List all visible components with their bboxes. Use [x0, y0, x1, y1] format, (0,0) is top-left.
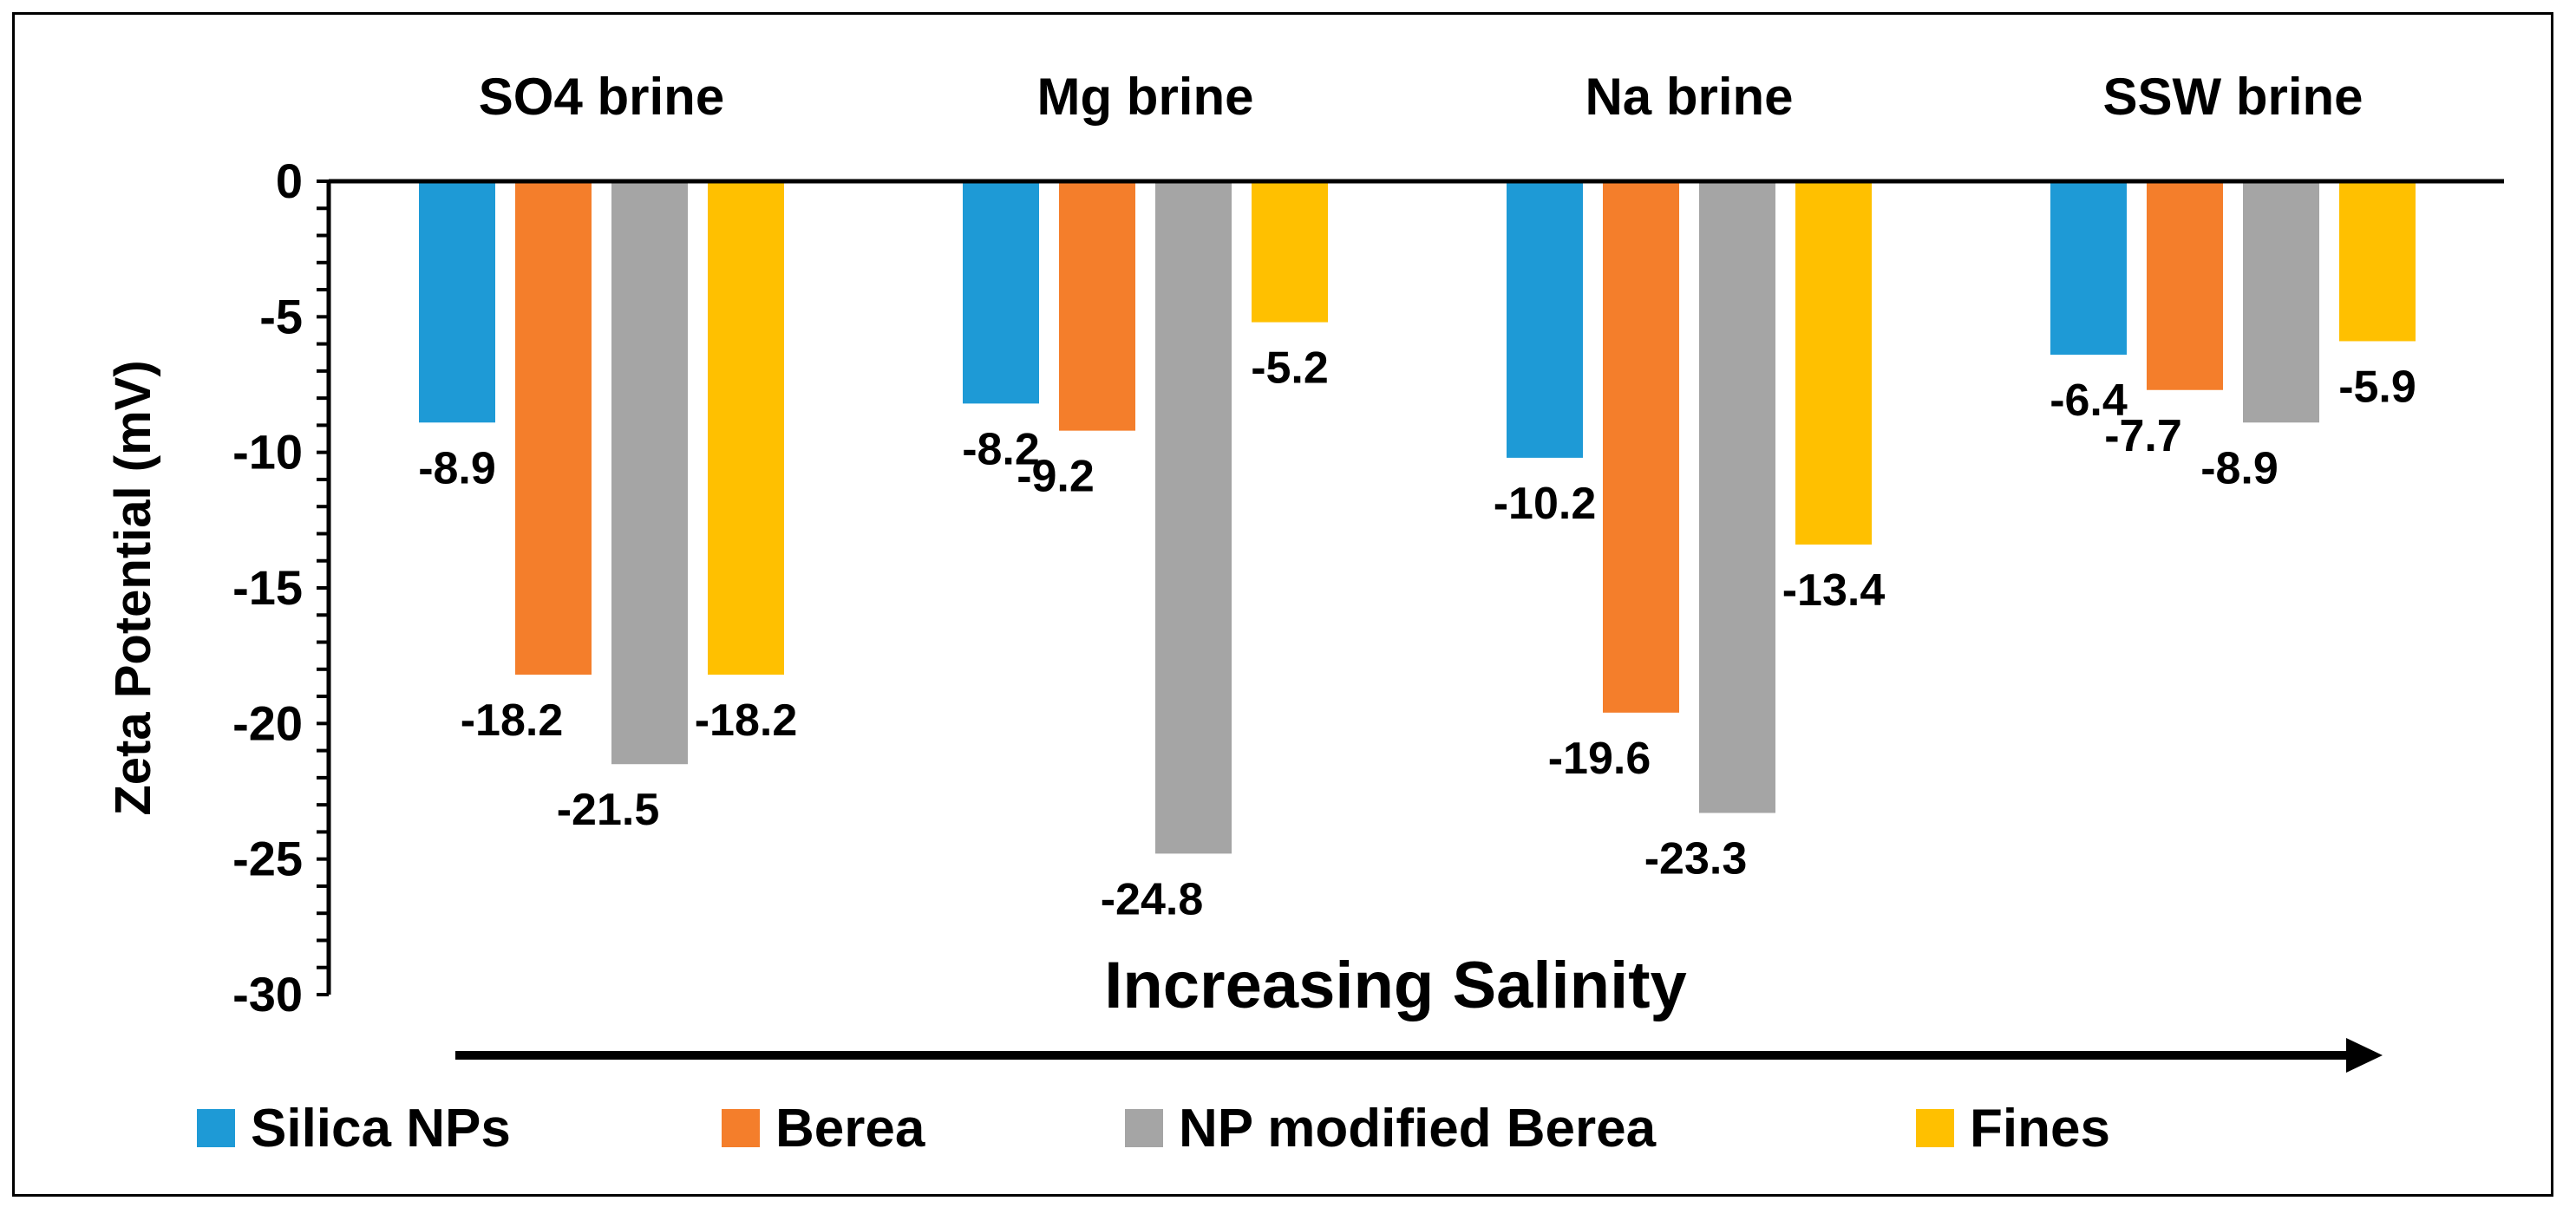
data-label: -24.8 [1101, 874, 1204, 924]
y-tick-label: -10 [232, 425, 303, 480]
legend-swatch [1125, 1109, 1163, 1147]
legend-label: NP modified Berea [1179, 1099, 1657, 1158]
salinity-arrow-head-icon [2346, 1038, 2383, 1073]
data-label: -9.2 [1017, 452, 1095, 502]
bar-np-modified-berea-0 [611, 181, 688, 765]
legend-layer: Silica NPs Berea NP modified Berea Fines [197, 1099, 2110, 1158]
x-axis-title: Increasing Salinity [1104, 949, 1687, 1022]
data-label: -18.2 [461, 695, 564, 746]
zeta-potential-chart: 0 -5 -10 -15 -20 -25 -30 Zeta Potential (mV) SO4… [105, 68, 2504, 1158]
bar-silica-nps-3 [2050, 181, 2127, 356]
data-label: -8.2 [962, 424, 1040, 474]
category-label: SO4 brine [479, 68, 724, 126]
y-tick-label: -25 [232, 832, 303, 886]
data-label: -5.9 [2338, 362, 2416, 412]
y-tick-label: 0 [276, 153, 303, 208]
data-label: -8.9 [418, 443, 496, 493]
legend-label: Silica NPs [251, 1099, 511, 1158]
data-label: -6.4 [2050, 375, 2128, 426]
legend-swatch [1916, 1109, 1954, 1147]
data-label: -13.4 [1782, 565, 1886, 616]
bar-fines-0 [708, 181, 784, 676]
bar-np-modified-berea-2 [1699, 181, 1775, 813]
bar-silica-nps-1 [963, 181, 1039, 404]
data-label: -5.2 [1251, 343, 1329, 394]
bar-fines-3 [2339, 181, 2416, 342]
data-label: -21.5 [557, 785, 660, 835]
bars-layer [419, 181, 2416, 854]
y-tick-label: -15 [232, 560, 303, 615]
data-label: -10.2 [1494, 479, 1597, 529]
chart-frame: 0 -5 -10 -15 -20 -25 -30 Zeta Potential (mV) SO4… [12, 12, 2553, 1197]
bar-berea-3 [2147, 181, 2223, 390]
y-tick-label: -20 [232, 695, 303, 750]
bar-berea-1 [1059, 181, 1135, 431]
bar-silica-nps-2 [1507, 181, 1583, 458]
y-tick-label: -5 [259, 289, 303, 343]
data-label: -8.9 [2200, 443, 2279, 493]
y-tick-label: -30 [232, 967, 303, 1021]
bar-fines-2 [1795, 181, 1872, 545]
bar-np-modified-berea-3 [2243, 181, 2319, 423]
axes-layer: 0 -5 -10 -15 -20 -25 -30 Zeta Potential (mV) SO4… [105, 68, 2504, 1073]
bar-np-modified-berea-1 [1155, 181, 1232, 854]
bar-silica-nps-0 [419, 181, 495, 423]
legend-swatch [197, 1109, 235, 1147]
category-label: Na brine [1585, 68, 1793, 126]
legend-label: Berea [775, 1099, 925, 1158]
labels-layer: -8.9 -8.2 -10.2 -6.4 -18.2 -9.2 -19.6 -7.7 -21.5… [418, 343, 2416, 925]
category-label: Mg brine [1037, 68, 1254, 126]
data-label: -23.3 [1644, 834, 1748, 884]
bar-berea-2 [1603, 181, 1679, 713]
bar-fines-1 [1252, 181, 1328, 323]
data-label: -19.6 [1548, 734, 1651, 784]
data-label: -7.7 [2104, 411, 2182, 461]
y-axis-title: Zeta Potential (mV) [105, 360, 161, 815]
category-label: SSW brine [2102, 68, 2363, 126]
legend-label: Fines [1970, 1099, 2110, 1158]
data-label: -18.2 [695, 695, 798, 746]
bar-berea-0 [515, 181, 592, 676]
legend-swatch [722, 1109, 760, 1147]
